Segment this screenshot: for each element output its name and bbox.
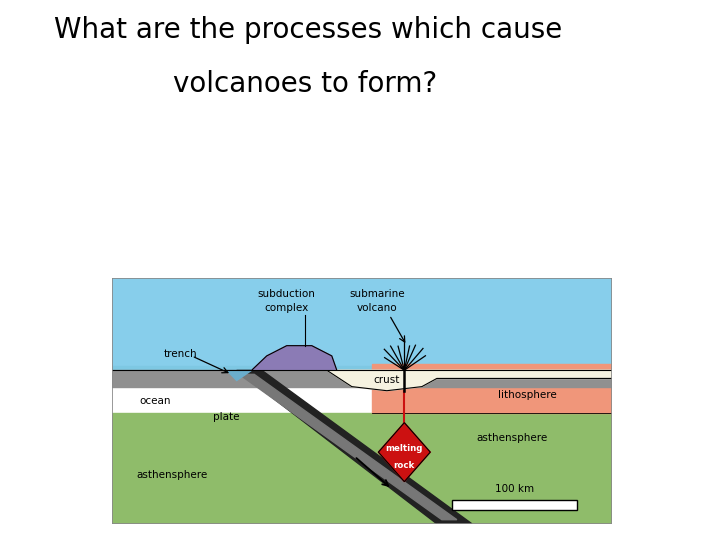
Bar: [112, 413, 612, 524]
Bar: [112, 278, 612, 376]
Text: What are the processes which cause: What are the processes which cause: [54, 16, 562, 44]
Text: lithosphere: lithosphere: [498, 390, 557, 400]
Polygon shape: [227, 370, 252, 381]
Text: submarine: submarine: [349, 288, 405, 299]
Polygon shape: [327, 370, 612, 391]
Text: 100 km: 100 km: [495, 484, 534, 494]
Text: plate: plate: [213, 413, 240, 422]
Polygon shape: [239, 374, 457, 519]
Text: melting: melting: [386, 443, 423, 453]
Polygon shape: [237, 370, 472, 524]
Polygon shape: [252, 346, 337, 370]
Text: volcanoes to form?: volcanoes to form?: [173, 70, 437, 98]
Bar: [452, 501, 577, 510]
Text: volcano: volcano: [356, 303, 397, 313]
Text: rock: rock: [394, 461, 415, 470]
Text: asthensphere: asthensphere: [477, 433, 547, 443]
Text: complex: complex: [265, 303, 309, 313]
Bar: [112, 370, 612, 387]
Polygon shape: [379, 423, 431, 482]
Text: ocean: ocean: [139, 396, 171, 406]
Text: asthensphere: asthensphere: [136, 470, 207, 480]
Bar: [372, 364, 612, 413]
Text: crust: crust: [374, 375, 400, 386]
Text: trench: trench: [164, 349, 198, 359]
Bar: [112, 366, 612, 376]
Text: subduction: subduction: [258, 288, 315, 299]
